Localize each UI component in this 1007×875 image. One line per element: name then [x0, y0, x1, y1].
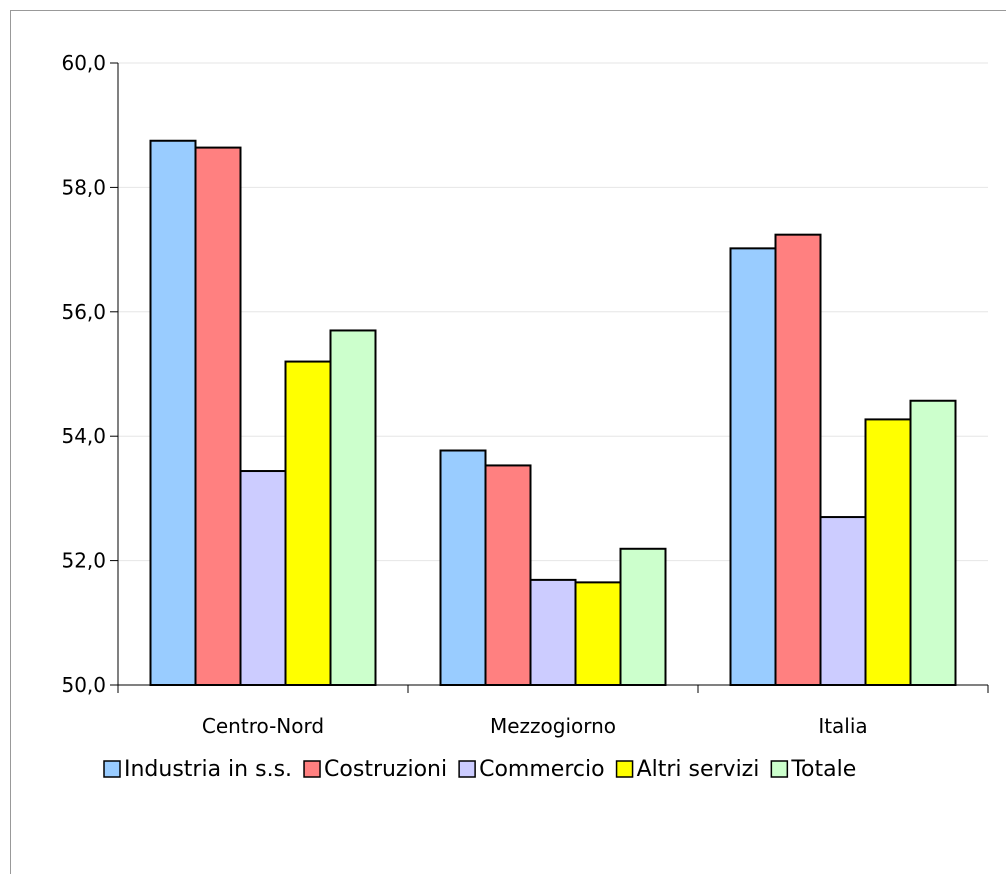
x-tick-label: Mezzogiorno: [490, 714, 616, 738]
bar: [239, 470, 287, 687]
bar: [484, 464, 532, 686]
y-tick-label: 50,0: [61, 673, 106, 697]
legend-label: Altri servizi: [637, 757, 760, 782]
x-tick-label: Italia: [818, 714, 867, 738]
bar: [774, 233, 822, 686]
bar: [529, 578, 577, 687]
bar: [284, 360, 332, 686]
legend-swatch: [103, 760, 121, 778]
y-tick-label: 60,0: [61, 51, 106, 75]
legend-label: Costruzioni: [324, 757, 447, 782]
legend: Industria in s.s. Costruzioni Commercio Alt…: [103, 757, 856, 782]
bar: [864, 418, 912, 686]
legend-swatch: [303, 760, 321, 778]
legend-label: Industria in s.s.: [124, 757, 292, 782]
bar: [574, 581, 622, 686]
x-tick-label: Centro-Nord: [202, 714, 324, 738]
bar: [194, 146, 242, 687]
bar: [329, 329, 377, 686]
axes: [110, 62, 989, 693]
legend-label: Totale: [790, 757, 856, 782]
y-tick-label: 54,0: [61, 424, 106, 448]
bar: [729, 247, 777, 687]
tick-labels: 50,0 52,0 54,0 56,0 58,0 60,0 Centro-Nord Mezzo…: [61, 51, 867, 738]
bars: [149, 139, 957, 687]
bar: [439, 449, 487, 687]
y-tick-label: 52,0: [61, 549, 106, 573]
legend-label: Commercio: [479, 757, 604, 782]
bar: [149, 139, 197, 686]
legend-swatch: [615, 760, 634, 778]
y-tick-label: 58,0: [61, 175, 106, 199]
y-tick-label: 56,0: [61, 300, 106, 324]
bar: [819, 516, 867, 686]
bar: [619, 547, 667, 686]
legend-swatch: [458, 760, 476, 778]
legend-swatch: [770, 760, 789, 778]
bar: [909, 399, 957, 686]
